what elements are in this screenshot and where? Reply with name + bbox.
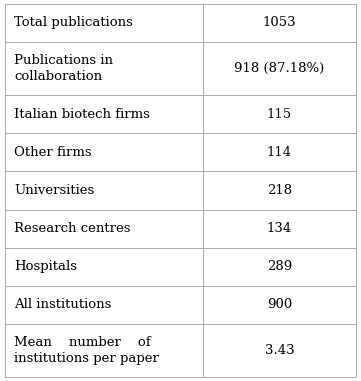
Text: 134: 134	[267, 222, 292, 235]
Text: Research centres: Research centres	[14, 222, 131, 235]
Text: Publications in
collaboration: Publications in collaboration	[14, 54, 113, 83]
Bar	[203, 133, 356, 171]
Text: Universities: Universities	[14, 184, 95, 197]
Text: 289: 289	[267, 260, 292, 273]
Text: 1053: 1053	[262, 16, 296, 29]
Text: 900: 900	[267, 298, 292, 311]
Text: Mean    number    of
institutions per paper: Mean number of institutions per paper	[14, 336, 159, 365]
Text: All institutions: All institutions	[14, 298, 112, 311]
Bar	[5, 42, 203, 95]
Text: Total publications: Total publications	[14, 16, 133, 29]
Bar	[203, 42, 356, 95]
Bar	[203, 248, 356, 286]
Text: Hospitals: Hospitals	[14, 260, 78, 273]
Text: 115: 115	[267, 108, 292, 121]
Bar	[203, 324, 356, 377]
Bar	[5, 95, 203, 133]
Bar	[203, 171, 356, 210]
Text: 114: 114	[267, 146, 292, 159]
Bar	[203, 210, 356, 248]
Text: 3.43: 3.43	[265, 344, 294, 357]
Text: Italian biotech firms: Italian biotech firms	[14, 108, 150, 121]
Bar	[5, 210, 203, 248]
Text: Other firms: Other firms	[14, 146, 92, 159]
Bar	[203, 4, 356, 42]
Bar	[203, 286, 356, 324]
Bar	[5, 133, 203, 171]
Bar	[5, 4, 203, 42]
Bar	[5, 324, 203, 377]
Text: 218: 218	[267, 184, 292, 197]
Text: 918 (87.18%): 918 (87.18%)	[234, 62, 325, 75]
Bar	[203, 95, 356, 133]
Bar	[5, 248, 203, 286]
Bar	[5, 286, 203, 324]
Bar	[5, 171, 203, 210]
